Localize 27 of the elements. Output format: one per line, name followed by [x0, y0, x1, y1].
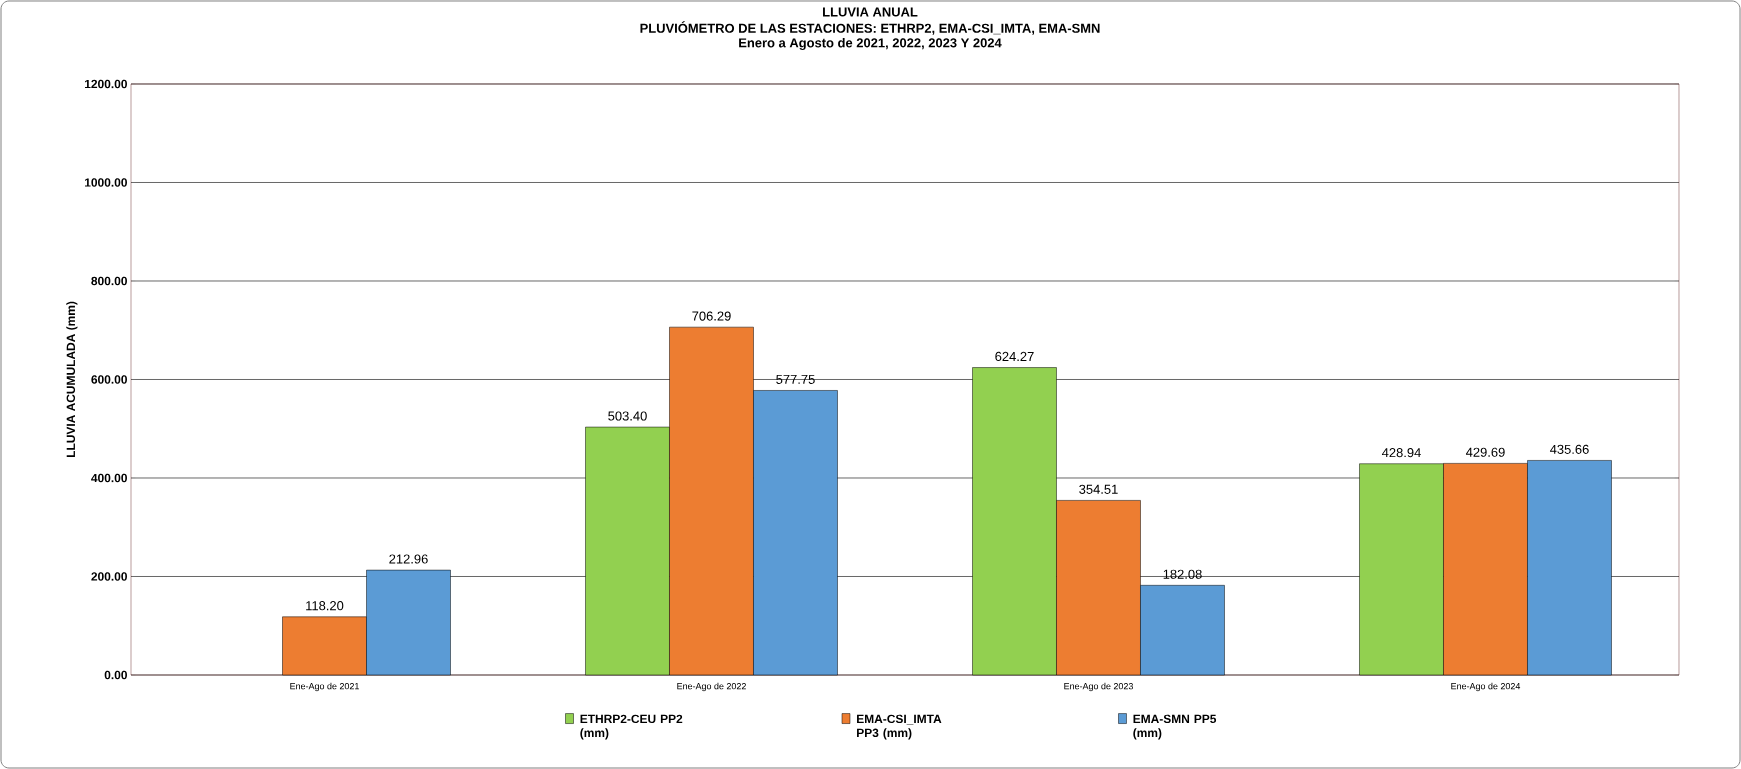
chart-title: LLUVIA ANUAL [823, 7, 918, 17]
y-tick-label: 1000.00 [85, 178, 127, 187]
y-tick-label: 1200.00 [85, 79, 127, 89]
legend-label: EMA-CSI_IMTA PP3 (mm) [857, 714, 942, 740]
y-tick-label: 400.00 [91, 473, 127, 483]
y-tick-label: 0.00 [104, 670, 127, 680]
y-tick-label: 800.00 [91, 276, 127, 286]
data-label: 624.27 [995, 351, 1034, 362]
x-tick-label: Ene-Ago de 2021 [290, 682, 359, 692]
chart-subtitle: PLUVIÓMETRO DE LAS ESTACIONES: ETHRP2, EMA-CSI_IMTA, EMA-SMN [640, 21, 1100, 35]
x-tick-label: Ene-Ago de 2024 [1451, 682, 1521, 692]
data-label: 428.94 [1381, 448, 1421, 458]
legend-label: ETHRP2-CEU PP2 (mm) [580, 714, 683, 740]
data-label: 503.40 [608, 411, 647, 421]
data-label: 435.66 [1549, 444, 1589, 454]
y-axis-title: LLUVIA ACUMULADA (mm) [66, 301, 78, 458]
data-label: 212.96 [389, 554, 428, 564]
data-label: 118.20 [306, 601, 344, 611]
data-label: 706.29 [692, 311, 731, 321]
x-tick-label: Ene-Ago de 2023 [1064, 682, 1133, 692]
data-label: 354.51 [1079, 484, 1118, 494]
y-tick-label: 200.00 [91, 572, 127, 581]
legend-label: EMA-SMN PP5 (mm) [1133, 714, 1217, 740]
y-tick-label: 600.00 [91, 375, 127, 384]
data-label: 429.69 [1465, 447, 1505, 457]
x-tick-label: Ene-Ago de 2022 [677, 682, 746, 692]
text: Enero a Agosto de 2021, 2022, 2023 Y 2024 [739, 37, 1002, 51]
